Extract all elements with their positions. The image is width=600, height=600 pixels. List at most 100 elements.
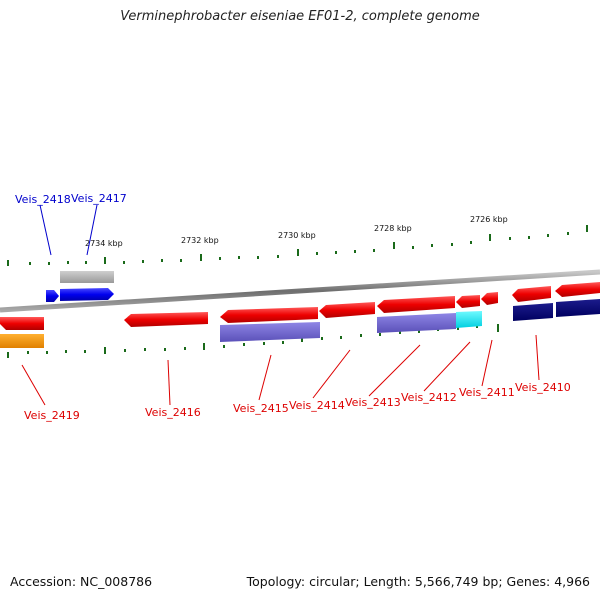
minor-tick [67, 261, 69, 264]
leader-line [481, 339, 493, 387]
leader-line [535, 334, 540, 381]
minor-tick [65, 350, 67, 353]
minor-tick [282, 341, 284, 344]
gene-label-veis-2410[interactable]: Veis_2410 [515, 381, 571, 394]
major-tick [393, 242, 395, 249]
major-tick [497, 324, 499, 332]
minor-tick [509, 237, 511, 240]
gene-label-veis-2415[interactable]: Veis_2415 [233, 402, 289, 415]
minor-tick [470, 241, 472, 244]
leader-line [21, 364, 46, 406]
reverse-genes [0, 282, 600, 330]
reverse-leader-lines [21, 334, 540, 406]
minor-tick [243, 343, 245, 346]
minor-tick [567, 232, 569, 235]
minor-tick [164, 348, 166, 351]
leader-line [423, 341, 471, 392]
minor-tick [219, 257, 221, 260]
accession-text: Accession: NC_008786 [10, 574, 153, 589]
minor-tick [412, 246, 414, 249]
gene-arrow-veis-2414[interactable] [319, 302, 375, 318]
minor-tick [373, 249, 375, 252]
minor-tick [257, 256, 259, 259]
gene-label-veis-2411[interactable]: Veis_2411 [459, 386, 515, 399]
gene-arrow-veis-2417[interactable] [60, 288, 114, 301]
gene-label-veis-2412[interactable]: Veis_2412 [401, 391, 457, 404]
gene-label-veis-2416[interactable]: Veis_2416 [145, 406, 201, 419]
gene-label-veis-2417[interactable]: Veis_2417 [71, 192, 127, 205]
feature-box-purple[interactable] [377, 313, 456, 333]
major-tick [489, 234, 491, 241]
minor-tick [340, 336, 342, 339]
reverse-gene-labels: Veis_2419 Veis_2416 Veis_2415 Veis_2414 … [24, 381, 571, 422]
genome-summary-text: Topology: circular; Length: 5,566,749 bp… [246, 574, 590, 589]
gene-label-veis-2419[interactable]: Veis_2419 [24, 409, 80, 422]
scale-label: 2732 kbp [181, 236, 219, 245]
minor-tick [335, 251, 337, 254]
leader-line [167, 359, 171, 406]
minor-tick [321, 337, 323, 340]
gene-label-veis-2414[interactable]: Veis_2414 [289, 399, 345, 412]
scale-label: 2726 kbp [470, 215, 508, 224]
feature-box-orange[interactable] [0, 334, 44, 348]
minor-tick [277, 255, 279, 258]
gene-arrow-next[interactable] [555, 282, 600, 297]
reverse-feature-tracks [0, 299, 600, 348]
minor-tick [7, 260, 9, 266]
upper-tick-marks [7, 225, 588, 266]
gene-arrow-veis-2412[interactable] [456, 295, 480, 308]
minor-tick [451, 243, 453, 246]
leader-line [312, 349, 351, 399]
minor-tick [161, 259, 163, 262]
minor-tick [354, 250, 356, 253]
minor-tick [123, 261, 125, 264]
gene-arrow-veis-2413[interactable] [377, 296, 455, 313]
major-tick [104, 347, 106, 354]
minor-tick [184, 347, 186, 350]
minor-tick [457, 327, 459, 330]
forward-leader-lines [39, 204, 98, 256]
major-tick [586, 225, 588, 232]
forward-gene-labels: Veis_2418 Veis_2417 [15, 192, 127, 206]
gene-arrow-veis-2411[interactable] [481, 292, 498, 305]
minor-tick [263, 342, 265, 345]
minor-tick [144, 348, 146, 351]
minor-tick [124, 349, 126, 352]
minor-tick [180, 259, 182, 262]
minor-tick [528, 236, 530, 239]
major-tick [104, 257, 106, 264]
minor-tick [48, 262, 50, 265]
gene-label-veis-2418[interactable]: Veis_2418 [15, 193, 71, 206]
scale-label: 2734 kbp [85, 239, 123, 248]
minor-tick [46, 351, 48, 354]
gene-arrow-veis-2419[interactable] [0, 317, 44, 330]
leader-line [368, 344, 421, 397]
major-tick [297, 249, 299, 256]
major-tick [203, 343, 205, 350]
scale-label: 2728 kbp [374, 224, 412, 233]
minor-tick [316, 252, 318, 255]
feature-box-purple[interactable] [220, 322, 320, 342]
minor-tick [223, 345, 225, 348]
leader-line [39, 204, 52, 256]
gene-arrow-veis-2418[interactable] [46, 290, 59, 302]
minor-tick [85, 261, 87, 264]
genome-backbone [0, 269, 600, 313]
minor-tick [476, 325, 478, 328]
feature-box-navy[interactable] [556, 299, 600, 317]
leader-line [258, 354, 272, 401]
feature-box-cyan[interactable] [456, 311, 482, 328]
feature-box-navy[interactable] [513, 303, 553, 321]
gene-label-veis-2413[interactable]: Veis_2413 [345, 396, 401, 409]
forward-genes [46, 288, 114, 302]
map-title: Verminephrobacter eiseniae EF01-2, compl… [120, 9, 480, 24]
gene-arrow-veis-2415[interactable] [220, 307, 318, 323]
gene-arrow-veis-2410[interactable] [512, 286, 551, 302]
major-tick [200, 254, 202, 261]
minor-tick [238, 256, 240, 259]
feature-box[interactable] [60, 271, 114, 283]
gene-arrow-veis-2416[interactable] [124, 312, 208, 327]
minor-tick [431, 244, 433, 247]
minor-tick [379, 333, 381, 336]
